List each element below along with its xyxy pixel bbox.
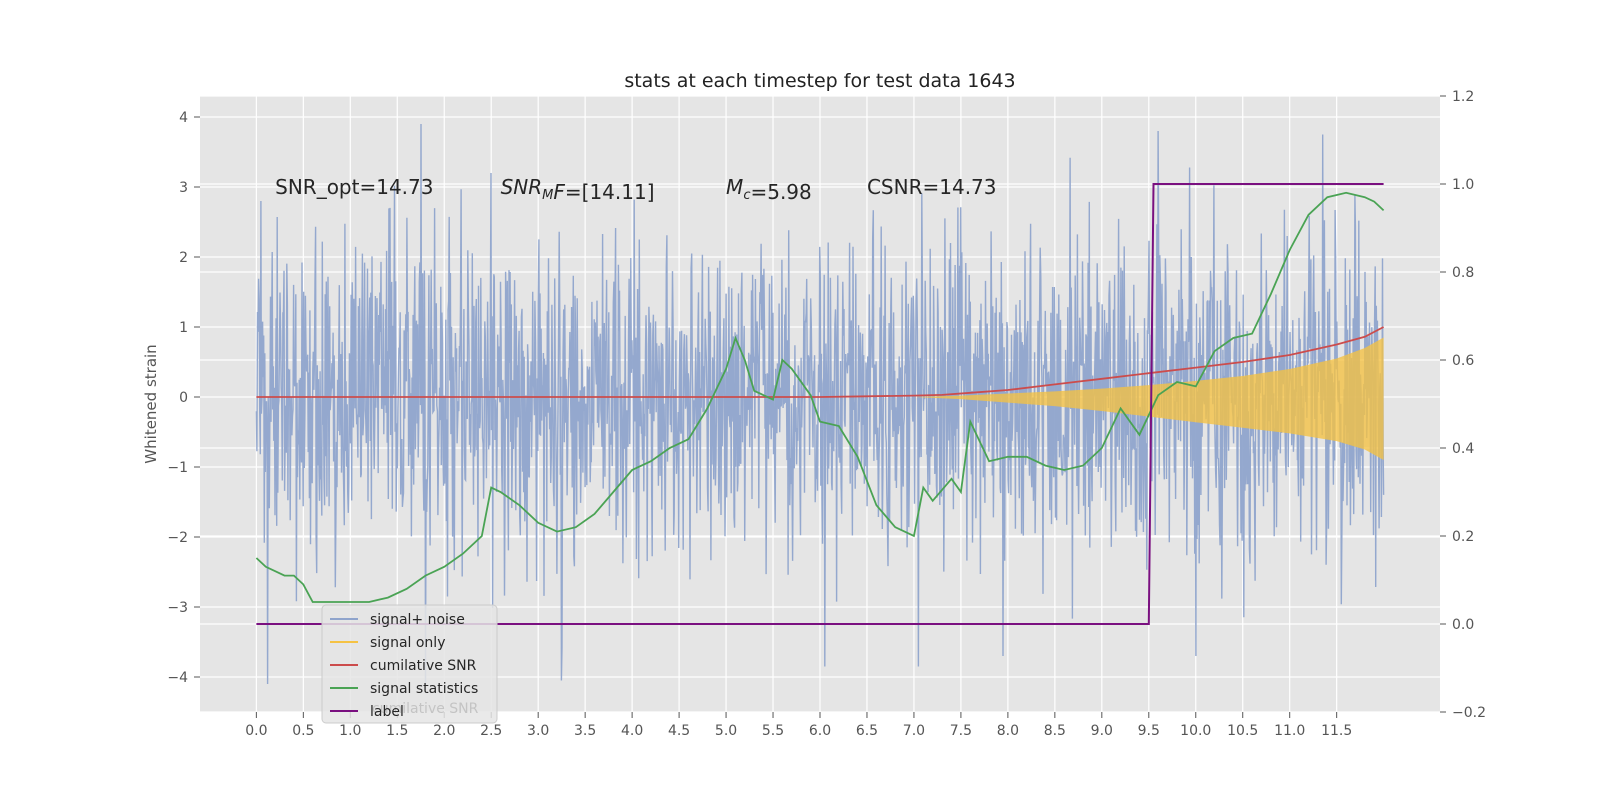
x-tick-label: 6.5 bbox=[856, 723, 878, 739]
y2-tick-label: −0.2 bbox=[1452, 705, 1486, 721]
y2-tick-label: 1.0 bbox=[1452, 177, 1474, 193]
y2-tick-label: 0.2 bbox=[1452, 529, 1474, 545]
x-tick-label: 9.5 bbox=[1138, 723, 1160, 739]
series-signal-noise bbox=[255, 123, 1385, 685]
x-tick-label: 11.5 bbox=[1321, 723, 1352, 739]
y-tick-label: −1 bbox=[167, 460, 188, 476]
annotation-text: SNRMF=[14.11] bbox=[501, 175, 655, 204]
annotation-part: CSNR=14.73 bbox=[867, 175, 997, 199]
y-tick-label: −4 bbox=[167, 670, 188, 686]
y2-tick-label: 0.6 bbox=[1452, 353, 1474, 369]
series-cumulative-snr bbox=[256, 326, 1385, 398]
y-tick-label: 0 bbox=[179, 390, 188, 406]
x-tick-label: 4.0 bbox=[621, 723, 643, 739]
x-tick-label: 3.0 bbox=[527, 723, 549, 739]
x-tick-label: 4.5 bbox=[668, 723, 690, 739]
legend-label: cumilative SNR bbox=[370, 658, 477, 674]
y-axis-label: Whitened strain bbox=[142, 344, 160, 463]
x-tick-label: 1.0 bbox=[339, 723, 361, 739]
legend-shadow-text: cumilative SNR bbox=[372, 701, 479, 717]
x-tick-label: 1.5 bbox=[386, 723, 408, 739]
annotation-text: CSNR=14.73 bbox=[867, 175, 997, 199]
annotation-text: SNR_opt=14.73 bbox=[275, 175, 433, 199]
legend-label: signal+ noise bbox=[370, 612, 465, 628]
x-tick-label: 8.5 bbox=[1044, 723, 1066, 739]
series-signal-statistics bbox=[255, 191, 1385, 603]
x-tick-label: 0.0 bbox=[245, 723, 267, 739]
x-tick-label: 10.5 bbox=[1227, 723, 1258, 739]
legend-label: signal only bbox=[370, 635, 445, 651]
x-tick-label: 8.0 bbox=[997, 723, 1019, 739]
legend-label: signal statistics bbox=[370, 681, 478, 697]
x-tick-label: 10.0 bbox=[1180, 723, 1211, 739]
x-tick-label: 0.5 bbox=[292, 723, 314, 739]
legend-box bbox=[321, 604, 498, 724]
axes-layer: 0.0 0.5 1.0 1.5 2.0 2.5 3.0 3.5 4.0 4.5 5.0 5.5 6.0 6… bbox=[167, 89, 1486, 739]
x-tick-label: 5.5 bbox=[762, 723, 784, 739]
x-tick-label: 9.0 bbox=[1091, 723, 1113, 739]
annotation-part: M bbox=[726, 175, 743, 199]
x-tick-label: 11.0 bbox=[1274, 723, 1305, 739]
annotation-part: =[14.11] bbox=[565, 180, 655, 204]
annotations: SNR_opt=14.73 SNRMF=[14.11] Mc=5.98 CSNR=14… bbox=[275, 175, 996, 204]
y2-tick-label: 0.0 bbox=[1452, 617, 1474, 633]
x-tick-label: 7.0 bbox=[903, 723, 925, 739]
y2-tick-label: 1.2 bbox=[1452, 89, 1474, 105]
y-tick-label: 4 bbox=[179, 110, 188, 126]
y2-tick-label: 0.8 bbox=[1452, 265, 1474, 281]
legend: cumilative SNR signal+ noise signal only cu… bbox=[321, 604, 498, 724]
chart-title: stats at each timestep for test data 164… bbox=[624, 70, 1015, 92]
annotation-text: Mc=5.98 bbox=[726, 175, 812, 204]
series-layer bbox=[255, 123, 1385, 685]
y-tick-label: 1 bbox=[179, 320, 188, 336]
annotation-part: =5.98 bbox=[750, 180, 811, 204]
series-signal-only bbox=[913, 337, 1384, 460]
y2-tick-label: 0.4 bbox=[1452, 441, 1474, 457]
annotation-part: F bbox=[553, 180, 565, 204]
x-tick-label: 3.5 bbox=[574, 723, 596, 739]
x-tick-label: 7.5 bbox=[950, 723, 972, 739]
x-tick-label: 6.0 bbox=[809, 723, 831, 739]
x-tick-label: 2.0 bbox=[433, 723, 455, 739]
y-tick-label: −2 bbox=[167, 530, 188, 546]
annotation-part: M bbox=[542, 188, 553, 203]
series-label bbox=[256, 183, 1384, 625]
y-tick-label: −3 bbox=[167, 600, 188, 616]
legend-label: label bbox=[370, 704, 404, 720]
annotation-part: SNR bbox=[501, 175, 543, 199]
y-tick-label: 3 bbox=[179, 180, 188, 196]
annotation-part: c bbox=[743, 188, 750, 203]
y-tick-label: 2 bbox=[179, 250, 188, 266]
x-tick-label: 2.5 bbox=[480, 723, 502, 739]
x-tick-label: 5.0 bbox=[715, 723, 737, 739]
annotation-part: SNR_opt=14.73 bbox=[275, 175, 433, 199]
